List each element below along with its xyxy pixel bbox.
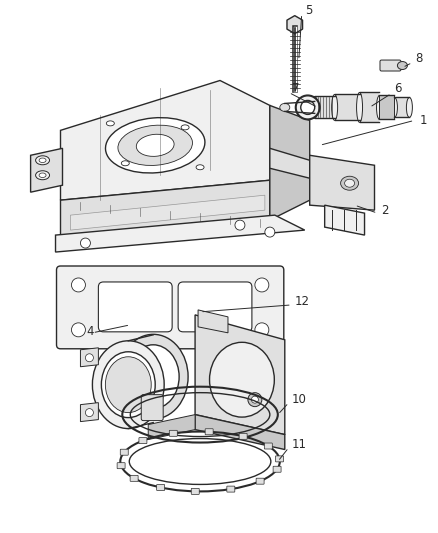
Polygon shape xyxy=(60,180,269,240)
Text: 4: 4 xyxy=(86,325,94,338)
Polygon shape xyxy=(269,106,309,220)
FancyBboxPatch shape xyxy=(191,488,199,494)
Ellipse shape xyxy=(39,158,46,163)
Polygon shape xyxy=(378,95,394,119)
Text: 7: 7 xyxy=(291,82,299,95)
FancyBboxPatch shape xyxy=(98,282,172,332)
Ellipse shape xyxy=(344,179,354,187)
Text: 10: 10 xyxy=(291,393,306,406)
Text: 2: 2 xyxy=(381,204,388,216)
Polygon shape xyxy=(60,80,269,200)
FancyBboxPatch shape xyxy=(120,449,128,455)
Polygon shape xyxy=(194,415,284,449)
Circle shape xyxy=(251,396,258,403)
Text: 5: 5 xyxy=(304,4,311,17)
Ellipse shape xyxy=(396,61,406,69)
Circle shape xyxy=(254,323,268,337)
Polygon shape xyxy=(71,195,264,230)
Ellipse shape xyxy=(196,165,204,169)
Ellipse shape xyxy=(39,173,46,177)
Circle shape xyxy=(85,409,93,417)
Ellipse shape xyxy=(127,345,179,409)
Ellipse shape xyxy=(356,92,362,123)
FancyBboxPatch shape xyxy=(169,430,177,437)
Polygon shape xyxy=(378,95,394,119)
Ellipse shape xyxy=(279,103,289,111)
Polygon shape xyxy=(359,92,378,123)
FancyBboxPatch shape xyxy=(205,429,212,435)
FancyBboxPatch shape xyxy=(379,60,400,71)
Text: 11: 11 xyxy=(291,438,306,451)
Ellipse shape xyxy=(331,94,337,120)
Ellipse shape xyxy=(391,98,396,117)
Ellipse shape xyxy=(136,134,174,156)
Circle shape xyxy=(234,220,244,230)
Ellipse shape xyxy=(35,171,49,180)
Ellipse shape xyxy=(105,118,205,173)
Polygon shape xyxy=(31,148,62,192)
Text: 6: 6 xyxy=(394,82,401,95)
Polygon shape xyxy=(324,205,364,235)
Text: 1: 1 xyxy=(418,114,426,127)
Ellipse shape xyxy=(340,176,358,190)
FancyBboxPatch shape xyxy=(272,466,280,472)
Circle shape xyxy=(264,227,274,237)
Polygon shape xyxy=(269,148,309,178)
Ellipse shape xyxy=(118,334,187,419)
Circle shape xyxy=(247,393,261,407)
Ellipse shape xyxy=(121,161,129,166)
Polygon shape xyxy=(314,96,334,118)
FancyBboxPatch shape xyxy=(57,266,283,349)
FancyBboxPatch shape xyxy=(239,433,247,439)
Ellipse shape xyxy=(35,156,49,165)
Circle shape xyxy=(71,323,85,337)
FancyBboxPatch shape xyxy=(138,438,147,443)
Polygon shape xyxy=(334,94,359,120)
Polygon shape xyxy=(286,15,302,34)
Polygon shape xyxy=(80,348,98,367)
Ellipse shape xyxy=(181,125,189,130)
Ellipse shape xyxy=(376,95,381,119)
Ellipse shape xyxy=(295,95,319,119)
FancyBboxPatch shape xyxy=(255,478,264,484)
Circle shape xyxy=(254,278,268,292)
FancyBboxPatch shape xyxy=(178,282,251,332)
Polygon shape xyxy=(194,315,284,434)
Polygon shape xyxy=(198,310,227,333)
FancyBboxPatch shape xyxy=(130,475,138,481)
Ellipse shape xyxy=(101,352,155,417)
Ellipse shape xyxy=(118,125,192,165)
Polygon shape xyxy=(80,402,98,422)
Ellipse shape xyxy=(300,100,314,115)
Ellipse shape xyxy=(311,96,317,118)
Circle shape xyxy=(80,238,90,248)
Circle shape xyxy=(85,354,93,362)
Polygon shape xyxy=(148,415,194,440)
Ellipse shape xyxy=(105,357,151,413)
Ellipse shape xyxy=(406,98,411,117)
Ellipse shape xyxy=(106,121,114,126)
FancyBboxPatch shape xyxy=(156,484,164,490)
Text: 12: 12 xyxy=(294,295,309,309)
Circle shape xyxy=(71,278,85,292)
FancyBboxPatch shape xyxy=(117,463,125,469)
Polygon shape xyxy=(55,215,304,252)
Ellipse shape xyxy=(209,342,274,417)
FancyBboxPatch shape xyxy=(141,394,163,421)
Polygon shape xyxy=(394,98,409,117)
Text: 8: 8 xyxy=(414,52,422,65)
FancyBboxPatch shape xyxy=(264,443,272,449)
Ellipse shape xyxy=(92,341,164,429)
FancyBboxPatch shape xyxy=(226,486,234,492)
Polygon shape xyxy=(309,155,374,210)
FancyBboxPatch shape xyxy=(275,456,283,462)
